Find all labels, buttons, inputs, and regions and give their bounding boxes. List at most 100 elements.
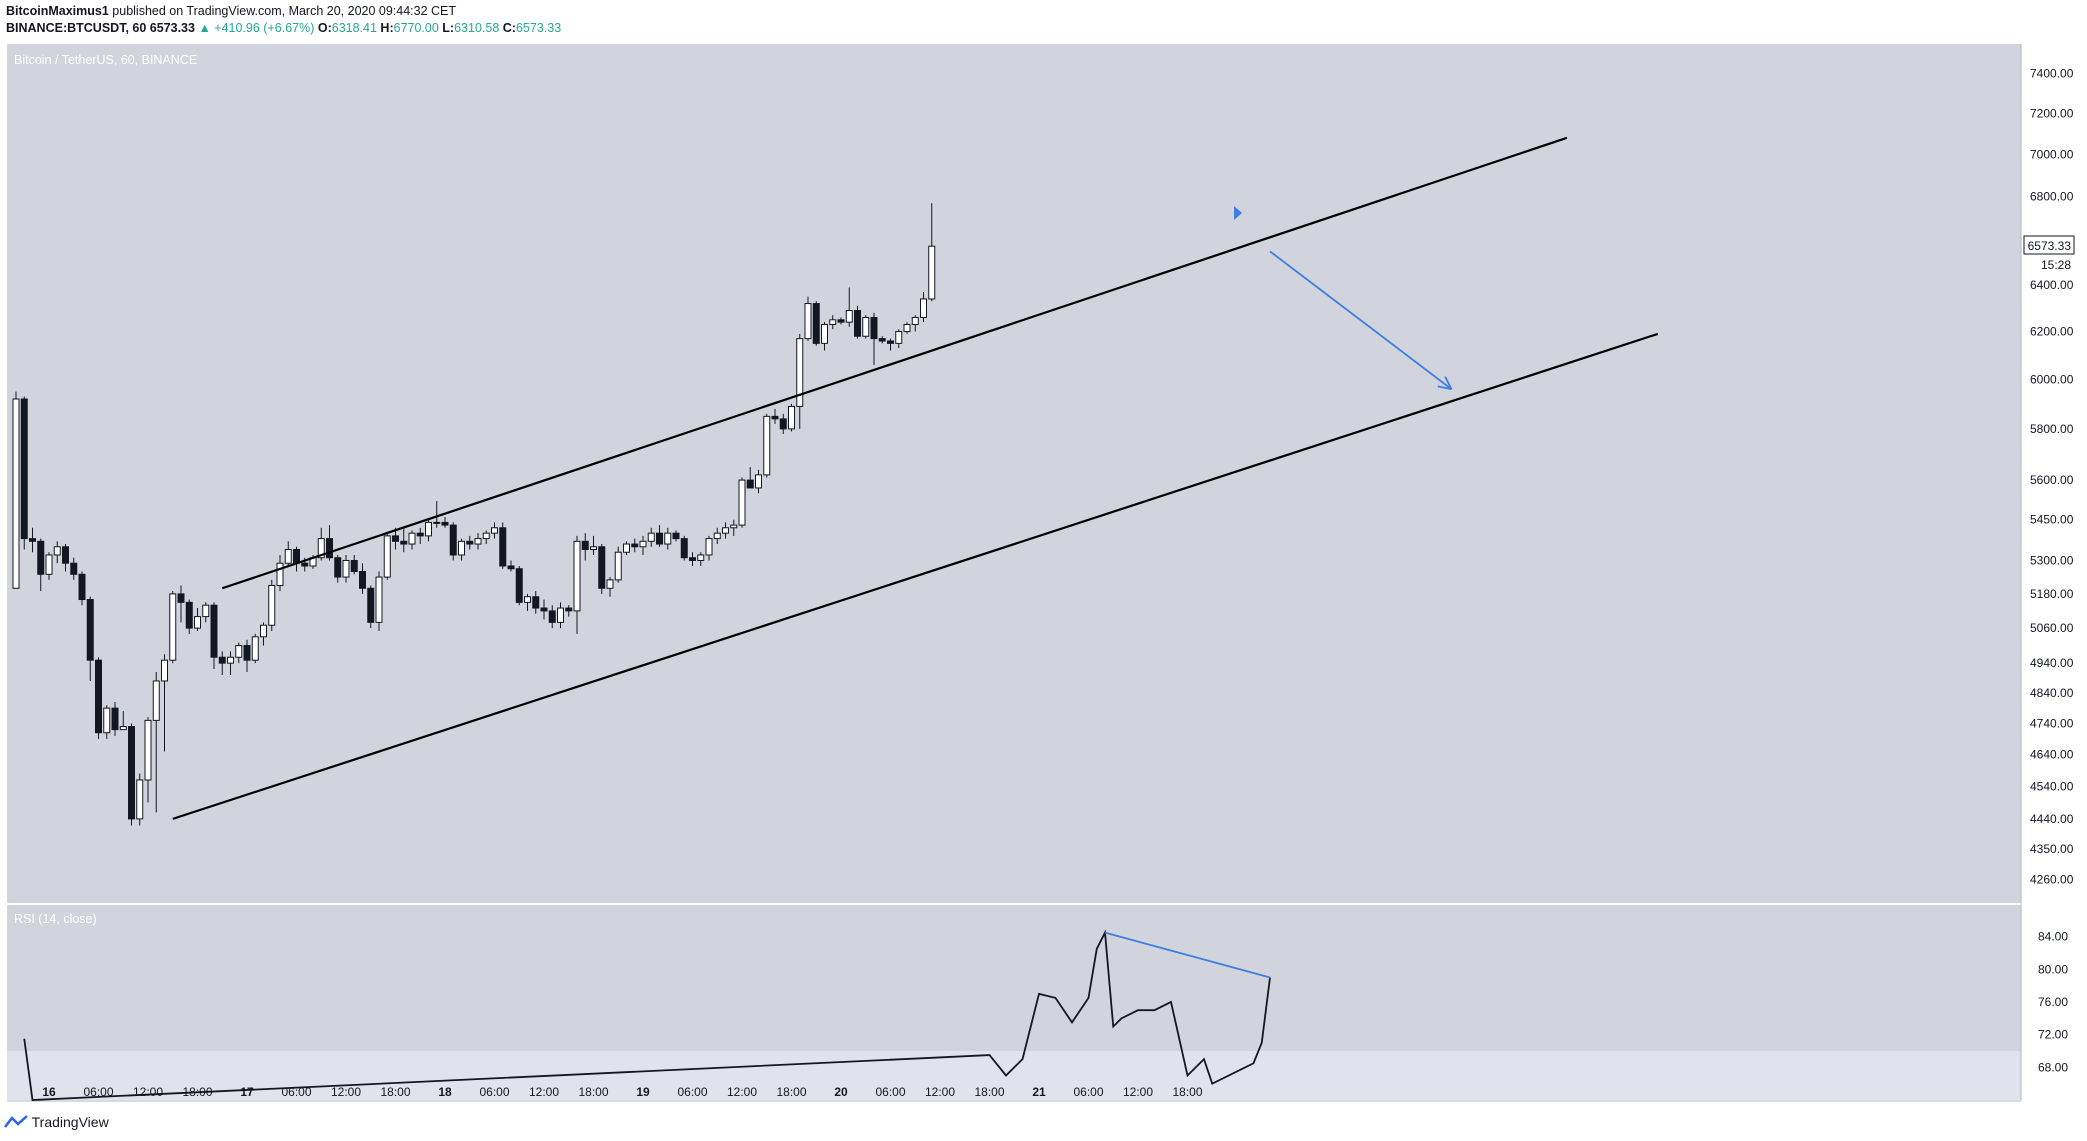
low-value: 6310.58 [454, 21, 500, 35]
open-label: O: [317, 21, 332, 35]
candle-down [210, 604, 218, 658]
last-price-label: 6573.33 [2028, 239, 2072, 253]
projection-arrow [1269, 250, 1453, 390]
candle-up [829, 319, 837, 325]
candle-down [243, 645, 251, 661]
price-tick-label: 5800.00 [2030, 422, 2074, 436]
high-value: 6770.00 [393, 21, 439, 35]
candle-down [392, 535, 399, 542]
footer-brand[interactable]: TradingView [4, 1114, 109, 1130]
price-tick-label: 7200.00 [2030, 106, 2074, 120]
candle-down [111, 707, 119, 731]
candle-down [334, 557, 342, 578]
candle-up [103, 707, 111, 734]
candle-up [235, 645, 243, 658]
candle-up [383, 535, 391, 578]
candle-up [920, 298, 927, 318]
time-tick-label: 18:00 [380, 1085, 410, 1099]
time-tick-label: 12:00 [727, 1085, 757, 1099]
candle-up [425, 521, 432, 537]
candle-down [887, 340, 894, 344]
candle-up [614, 551, 622, 581]
price-tick-label: 4540.00 [2030, 779, 2074, 793]
time-tick-label: 06:00 [479, 1085, 509, 1099]
time-axis[interactable]: 16 06:00 12:00 18:00 17 06:00 12:00 18:00 18 06:0… [42, 1085, 1203, 1099]
candle-up [491, 527, 498, 534]
price-axis[interactable]: 7400.007200.007000.006800.006600.006400.… [2030, 66, 2074, 886]
candle-down [29, 538, 36, 542]
projection-arrowhead [1444, 376, 1453, 390]
price-tick-label: 5450.00 [2030, 513, 2074, 527]
time-tick-label: 12:00 [529, 1085, 559, 1099]
time-tick-label: 12:00 [133, 1085, 163, 1099]
published-text: published on TradingView.com, March 20, … [112, 4, 457, 18]
candle-up [606, 579, 614, 589]
candle-up [722, 527, 729, 534]
candle-down [812, 303, 820, 344]
price-tick-label: 4350.00 [2030, 842, 2074, 856]
candle-down [565, 607, 573, 612]
candle-up [928, 245, 936, 300]
candle-down [499, 527, 507, 567]
low-label: L: [442, 21, 455, 35]
candle-up [375, 576, 383, 623]
price-tick-label: 4940.00 [2030, 656, 2074, 670]
candle-up [152, 680, 160, 721]
candle-up [458, 540, 465, 556]
rsi-divergence-line [1104, 931, 1271, 979]
candle-up [557, 607, 564, 623]
candle-down [350, 559, 358, 573]
close-label: C: [502, 21, 516, 35]
candle-up [845, 310, 853, 323]
time-tick-label: 12:00 [331, 1085, 361, 1099]
pane-title: Bitcoin / TetherUS, 60, BINANCE [14, 53, 197, 67]
candle-up [755, 474, 762, 489]
candle-up [161, 659, 168, 682]
candle-down [359, 571, 366, 589]
candle-up [136, 779, 144, 820]
candle-up [251, 636, 259, 661]
candle-up [763, 415, 771, 476]
price-pane-background[interactable] [7, 44, 2021, 1100]
time-tick-label: 18 [438, 1085, 452, 1099]
time-tick-label: 18:00 [1172, 1085, 1202, 1099]
candle-up [12, 398, 20, 589]
candle-up [697, 554, 705, 561]
last-price-marker [2023, 235, 2075, 255]
price-tick-label: 5300.00 [2030, 553, 2074, 567]
author-name[interactable]: BitcoinMaximus1 [6, 4, 109, 18]
price-tick-label: 5600.00 [2030, 473, 2074, 487]
candle-down [95, 659, 102, 734]
candle-up [647, 532, 655, 542]
candle-up [45, 554, 53, 575]
candle-down [128, 726, 135, 820]
candle-up [284, 548, 292, 564]
candle-up [227, 656, 234, 664]
publication-line: BitcoinMaximus1 published on TradingView… [6, 4, 456, 18]
projection-arrowhead [1437, 385, 1452, 391]
candle-down [441, 521, 449, 526]
candle-down [177, 593, 185, 603]
rsi-axis[interactable]: 84.00 80.00 76.00 72.00 68.00 [2038, 930, 2068, 1075]
price-tick-label: 6400.00 [2030, 278, 2074, 292]
price-tick-label: 4640.00 [2030, 748, 2074, 762]
candle-down [62, 546, 69, 564]
candle-up [796, 338, 804, 407]
time-tick-label: 06:00 [1073, 1085, 1103, 1099]
price-tick-label: 6200.00 [2030, 325, 2074, 339]
rsi-line [23, 929, 1271, 1101]
candle-down [598, 546, 606, 589]
close-value: 6573.33 [515, 21, 562, 35]
candle-up [590, 546, 597, 550]
candle-down [771, 415, 779, 420]
candle-up [342, 559, 350, 578]
candle-down [449, 524, 457, 556]
candle-up [738, 479, 746, 526]
rsi-tick-label: 76.00 [2038, 995, 2068, 1009]
time-tick-label: 06:00 [875, 1085, 905, 1099]
rsi-layer [23, 929, 1271, 1101]
rsi-band-layer [7, 1051, 2021, 1100]
time-tick-label: 12:00 [925, 1085, 955, 1099]
candle-up [903, 323, 911, 333]
